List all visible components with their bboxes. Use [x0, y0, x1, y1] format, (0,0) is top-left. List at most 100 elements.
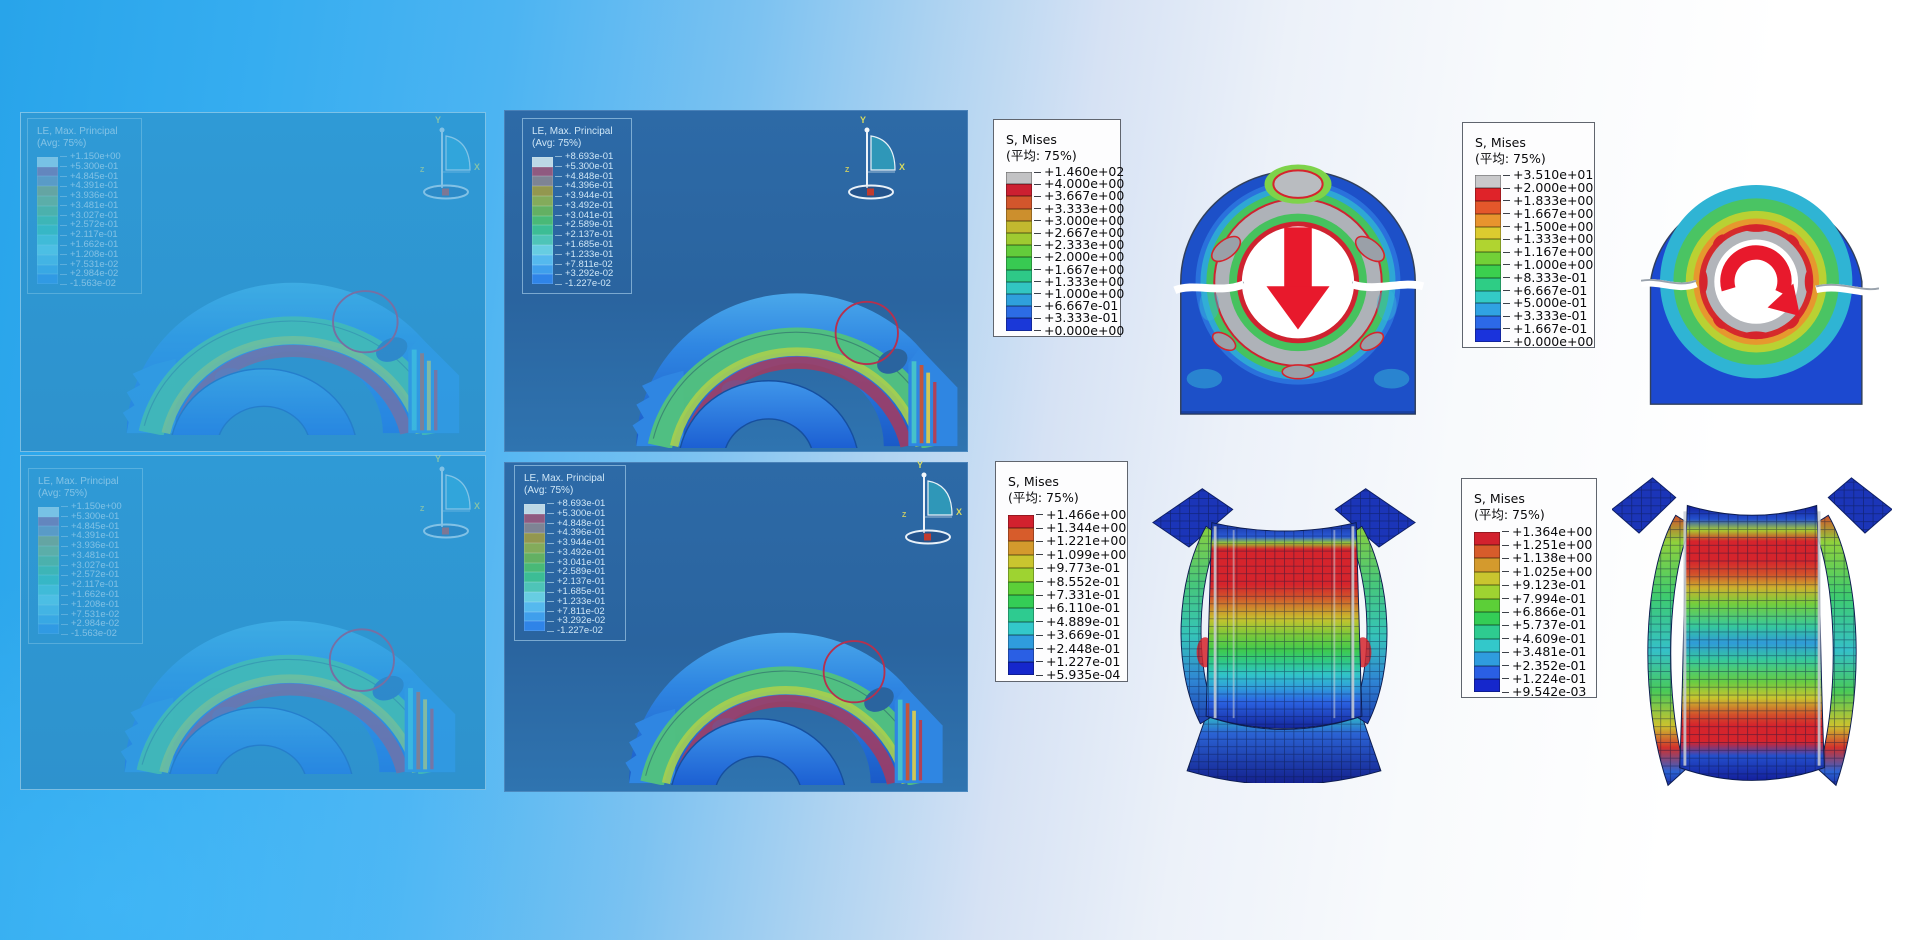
- colorbar-value: +3.292e-02: [545, 615, 605, 626]
- colorbar-band: [38, 604, 59, 615]
- colorbar-value: +8.693e-01: [545, 498, 605, 509]
- colorbar-band: [1474, 571, 1500, 586]
- colorbar-value: +3.481e-01: [1500, 644, 1592, 659]
- colorbar-value: +1.667e-01: [1501, 321, 1593, 336]
- colorbar-band: [1008, 608, 1034, 622]
- colorbar-band: [1006, 172, 1032, 185]
- colorbar-value: +8.552e-01: [1034, 574, 1126, 589]
- colorbar-band: [1006, 208, 1032, 221]
- colorbar-value: +4.845e-01: [59, 521, 122, 532]
- colorbar-band: [1006, 245, 1032, 258]
- legend-colorbar: +1.150e+00 +5.300e-01 +4.845e-01 +4.391e-01…: [38, 501, 136, 639]
- colorbar-value: +0.000e+00: [1501, 334, 1593, 349]
- colorbar-band: [38, 614, 59, 625]
- orientation-triad-icon: Y X Z: [902, 460, 962, 547]
- colorbar-band: [37, 274, 58, 285]
- colorbar-band: [1475, 213, 1501, 227]
- colorbar-value: +4.391e-01: [59, 530, 122, 541]
- colorbar-band: [1475, 303, 1501, 317]
- colorbar-band: [38, 506, 59, 517]
- colorbar-value: +5.300e-01: [58, 161, 121, 172]
- triad-z-label: Z: [902, 512, 907, 519]
- colorbar-band: [532, 264, 553, 275]
- colorbar-band: [532, 235, 553, 246]
- colorbar-band: [524, 621, 545, 632]
- colorbar-value: +3.669e-01: [1034, 627, 1126, 642]
- colorbar-band: [1008, 635, 1034, 649]
- colorbar-value: +3.492e-01: [553, 200, 613, 211]
- colorbar-value: +4.848e-01: [553, 171, 613, 182]
- colorbar-value: +7.531e-02: [58, 259, 121, 270]
- colorbar-band: [1008, 541, 1034, 555]
- colorbar-band: [1475, 188, 1501, 201]
- colorbar-value: +1.667e+00: [1501, 206, 1593, 221]
- colorbar-value: -1.563e-02: [59, 628, 122, 639]
- colorbar-value: +2.137e-01: [553, 229, 613, 240]
- colorbar-value: +7.531e-02: [59, 609, 122, 620]
- colorbar-band: [524, 552, 545, 563]
- legend-mises-top-middle: S, Mises (平均: 75%) +1.460e+02 +4.000e+00 +…: [993, 119, 1124, 338]
- colorbar-band: [38, 536, 59, 547]
- colorbar-band: [37, 235, 58, 246]
- colorbar-band: [1008, 621, 1034, 636]
- colorbar-value: +2.117e-01: [59, 579, 122, 590]
- colorbar-band: [38, 624, 59, 635]
- colorbar-value: +1.466e+00: [1034, 507, 1126, 522]
- colorbar-value: +3.041e-01: [545, 557, 605, 568]
- colorbar-value: +2.589e-01: [553, 219, 613, 230]
- colorbar-band: [37, 166, 58, 177]
- colorbar-band: [37, 254, 58, 265]
- colorbar-band: [532, 176, 553, 187]
- triad-y-label: Y: [435, 115, 442, 125]
- colorbar-value: +9.773e-01: [1034, 560, 1126, 575]
- colorbar-band: [38, 516, 59, 527]
- triad-y-label: Y: [917, 460, 924, 470]
- colorbar-band: [524, 543, 545, 553]
- colorbar-band: [1474, 652, 1500, 666]
- legend-title: S, Mises: [1475, 135, 1526, 150]
- legend-subtitle: (Avg: 75%): [524, 485, 574, 496]
- colorbar-band: [38, 546, 59, 556]
- colorbar-band: [1006, 233, 1032, 246]
- colorbar-value: +3.944e-01: [553, 190, 613, 201]
- triad-x-label: X: [473, 501, 480, 511]
- colorbar-value: +4.609e-01: [1500, 631, 1592, 646]
- colorbar-value: +5.300e-01: [553, 161, 613, 172]
- colorbar-band: [38, 555, 59, 566]
- colorbar-band: [1006, 293, 1032, 307]
- legend-le-bottom-mid: LE, Max. Principal (Avg: 75%) +8.693e-01…: [514, 465, 626, 642]
- triad-z-label: Z: [420, 167, 425, 174]
- colorbar-band: [37, 264, 58, 275]
- legend-subtitle: (Avg: 75%): [37, 138, 87, 149]
- colorbar-value: +4.889e-01: [1034, 614, 1126, 629]
- tire-shell-strain-figure: [115, 240, 467, 435]
- colorbar-band: [1006, 281, 1032, 294]
- tire-shell-strain-figure: [625, 250, 965, 448]
- colorbar-value: +3.027e-01: [58, 210, 121, 221]
- colorbar-value: +1.221e+00: [1034, 533, 1126, 548]
- colorbar-value: +1.344e+00: [1034, 520, 1126, 535]
- colorbar-band: [524, 611, 545, 622]
- legend-title: LE, Max. Principal: [37, 126, 118, 137]
- legend-title: S, Mises: [1006, 132, 1057, 147]
- legend-colorbar: +1.466e+00 +1.344e+00 +1.221e+00 +1.099e+00…: [1008, 507, 1126, 682]
- colorbar-value: +5.300e-01: [545, 508, 605, 519]
- viewport-le-bottom-left: Y X Z LE, Max. Principal (Avg: 75%) +1.1…: [20, 454, 486, 790]
- colorbar-band: [1475, 239, 1501, 253]
- colorbar-band: [1474, 585, 1500, 599]
- colorbar-band: [1475, 328, 1501, 342]
- colorbar-value: +3.481e-01: [59, 550, 122, 561]
- legend-colorbar: +1.460e+02 +4.000e+00 +3.667e+00 +3.333e+00…: [1006, 164, 1124, 338]
- orientation-triad-icon: Y X Z: [420, 115, 480, 202]
- colorbar-value: +5.300e-01: [59, 511, 122, 522]
- colorbar-value: +1.662e-01: [59, 589, 122, 600]
- triad-z-label: Z: [845, 167, 850, 174]
- colorbar-band: [524, 601, 545, 612]
- colorbar-band: [37, 225, 58, 236]
- legend-le-top-mid: LE, Max. Principal (Avg: 75%) +8.693e-01…: [522, 118, 632, 295]
- legend-le-bottom-left: LE, Max. Principal (Avg: 75%) +1.150e+00…: [28, 468, 143, 645]
- colorbar-value: +6.667e-01: [1501, 283, 1593, 298]
- colorbar-band: [532, 225, 553, 236]
- colorbar-band: [524, 523, 545, 534]
